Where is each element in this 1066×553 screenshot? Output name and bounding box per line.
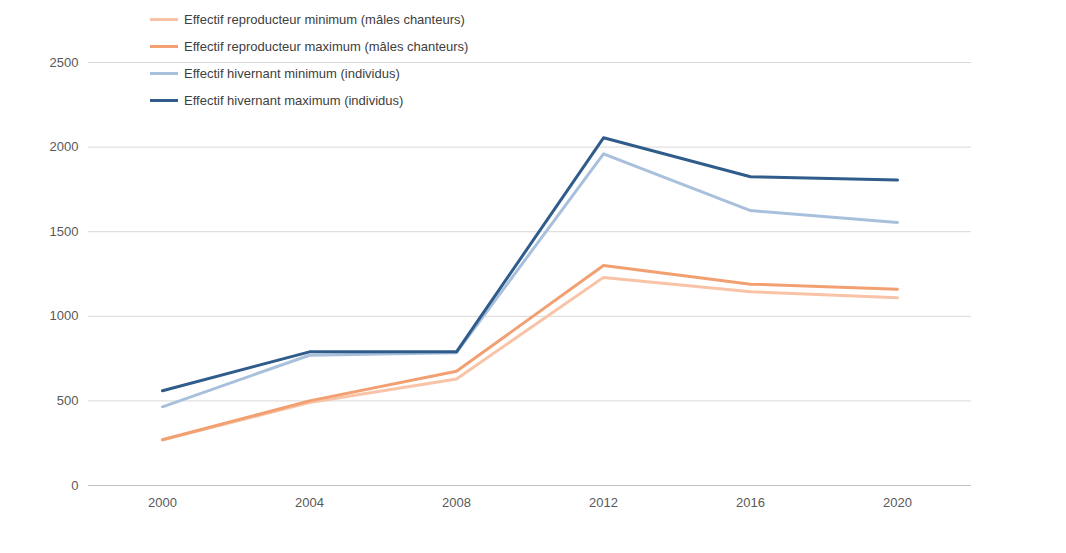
svg-text:2000: 2000 <box>50 139 79 154</box>
svg-text:1000: 1000 <box>50 308 79 323</box>
html-text:Effectif hivernant minimum (in: Effectif hivernant minimum (individus) <box>184 66 400 81</box>
svg-text:2500: 2500 <box>50 55 79 70</box>
svg-text:2016: 2016 <box>736 495 765 510</box>
svg-text:2008: 2008 <box>442 495 471 510</box>
svg-text:2020: 2020 <box>883 495 912 510</box>
html-text:Effectif reproducteur maximum: Effectif reproducteur maximum (mâles cha… <box>184 39 469 54</box>
svg-text:2012: 2012 <box>589 495 618 510</box>
html-text:Effectif reproducteur minimum: Effectif reproducteur minimum (mâles cha… <box>184 12 465 27</box>
svg-text:500: 500 <box>57 393 79 408</box>
svg-text:2000: 2000 <box>148 495 177 510</box>
svg-text:0: 0 <box>71 478 78 493</box>
svg-text:1500: 1500 <box>50 224 79 239</box>
html-text:Effectif hivernant maximum (in: Effectif hivernant maximum (individus) <box>184 93 404 108</box>
svg-text:2004: 2004 <box>295 495 324 510</box>
